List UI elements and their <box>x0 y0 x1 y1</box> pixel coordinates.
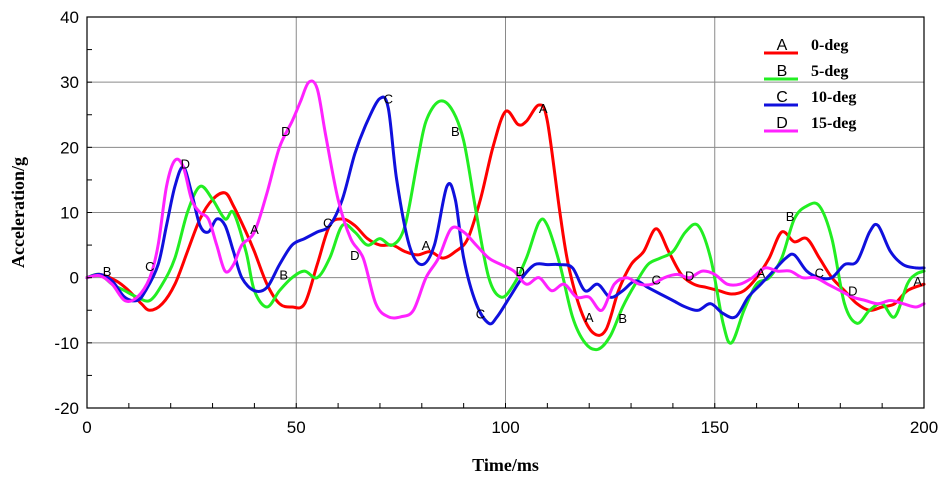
series-line-15-deg <box>85 79 926 320</box>
x-tick-label: 200 <box>910 418 938 437</box>
point-label-D: D <box>685 269 694 284</box>
point-label-C: C <box>145 259 154 274</box>
minor-ticks <box>86 16 925 409</box>
point-label-C: C <box>323 215 332 230</box>
point-label-C: C <box>476 307 485 322</box>
y-tick-label: 10 <box>60 204 79 223</box>
point-label-A: A <box>756 265 765 280</box>
point-label-D: D <box>181 157 190 172</box>
y-tick-label: 20 <box>60 138 79 157</box>
x-tick-labels: 0 50 100 150 200 <box>82 418 938 437</box>
series-line-10-deg <box>85 95 926 326</box>
point-label-A: A <box>250 222 259 237</box>
point-label-D: D <box>515 264 524 279</box>
point-label-B: B <box>786 209 795 224</box>
point-label-A: A <box>913 274 922 289</box>
point-label-C: C <box>815 265 824 280</box>
y-tick-label: 30 <box>60 73 79 92</box>
y-tick-label: 40 <box>60 8 79 27</box>
point-label-A: A <box>422 238 431 253</box>
legend-item-0-deg: A 0-deg <box>764 37 848 55</box>
legend-label: 0-deg <box>811 37 848 54</box>
legend-label: 15-deg <box>811 115 856 132</box>
point-label-B: B <box>103 264 112 279</box>
legend-marker: B <box>777 63 788 80</box>
point-label-B: B <box>279 267 288 282</box>
legend-label: 5-deg <box>811 63 848 80</box>
legend-marker: C <box>776 89 788 106</box>
point-label-C: C <box>651 273 660 288</box>
point-label-D: D <box>281 124 290 139</box>
point-label-A: A <box>585 310 594 325</box>
x-tick-label: 150 <box>701 418 729 437</box>
legend: A 0-deg B 5-deg C 10-deg D 15-deg <box>764 37 856 133</box>
legend-marker: A <box>777 37 788 54</box>
x-tick-label: 0 <box>82 418 91 437</box>
point-label-D: D <box>350 248 359 263</box>
point-label-B: B <box>451 124 460 139</box>
y-axis-label: Acceleration/g <box>8 157 28 268</box>
legend-marker: D <box>776 115 788 132</box>
legend-item-5-deg: B 5-deg <box>764 63 848 81</box>
point-label-D: D <box>848 284 857 299</box>
x-tick-label: 100 <box>491 418 519 437</box>
grid-lines <box>87 17 924 408</box>
series-line-5-deg <box>85 99 926 352</box>
point-label-A: A <box>539 101 548 116</box>
y-tick-labels: -20 -10 0 10 20 30 40 <box>54 8 79 418</box>
legend-item-15-deg: D 15-deg <box>764 115 856 133</box>
x-tick-label: 50 <box>287 418 306 437</box>
point-label-B: B <box>618 311 627 326</box>
legend-item-10-deg: C 10-deg <box>764 89 856 107</box>
legend-label: 10-deg <box>811 89 856 106</box>
x-axis-label: Time/ms <box>472 455 539 475</box>
y-tick-label: -10 <box>54 334 79 353</box>
series-lines <box>85 79 926 352</box>
series-line-0-deg <box>85 103 926 337</box>
point-label-C: C <box>384 91 393 106</box>
y-tick-label: -20 <box>54 399 79 418</box>
y-tick-label: 0 <box>70 269 79 288</box>
